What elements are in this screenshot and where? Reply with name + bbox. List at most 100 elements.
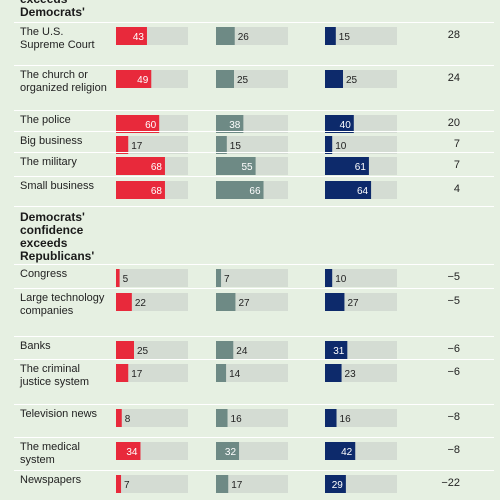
bar-value-label: 66 [249,186,261,197]
bar [325,70,343,88]
bar [116,181,165,199]
row-label: Small business [20,180,94,192]
group-heading: exceeds Democrats' [20,0,85,19]
bar-track [325,409,397,427]
bar-value-label: 16 [231,414,243,425]
bar-value-label: 34 [126,447,138,458]
bar-value-label: 17 [231,480,243,491]
row-label: Congress [20,268,68,280]
bar [325,293,345,311]
bar-value-label: 10 [335,274,347,285]
bar [216,115,244,133]
bar-value-label: 42 [341,447,353,458]
bar [116,475,122,493]
row-separator [14,176,494,177]
bar [325,136,333,154]
bar [216,293,236,311]
bar [216,70,234,88]
bar [325,269,333,287]
bar [116,442,141,460]
bar-value-label: 22 [135,298,147,309]
bar-value-label: 64 [357,186,369,197]
bar-track [325,364,397,382]
bar [325,157,369,175]
bar [325,115,354,133]
bar [116,364,129,382]
row-label: Television news [20,408,98,420]
bar-value-label: 29 [332,480,344,491]
bar [116,269,120,287]
bar [116,70,152,88]
bar-track [116,136,188,154]
bar [116,157,165,175]
bar-value-label: 23 [345,369,357,380]
bar-track [116,475,188,493]
row-separator [14,470,494,471]
bar-value-label: 68 [151,162,163,173]
bar [216,409,228,427]
bar-track [216,341,288,359]
bar-track [216,269,288,287]
bar-track [116,364,188,382]
bar-track [216,475,288,493]
bar [325,27,336,45]
difference-value: −6 [447,366,460,378]
difference-value: −5 [447,295,460,307]
row-label: The church or organized religion [20,69,107,94]
bar-value-label: 31 [333,346,345,357]
bar-value-label: 14 [229,369,241,380]
row-separator [14,131,494,132]
bar-value-label: 17 [131,141,143,152]
bar-value-label: 25 [346,75,358,86]
row-separator [14,152,494,153]
row-label: Big business [20,135,83,147]
bar [325,181,372,199]
bar-value-label: 25 [237,75,249,86]
bar [216,364,227,382]
bar-value-label: 25 [137,346,149,357]
difference-value: 4 [453,183,460,195]
bar-value-label: 27 [238,298,250,309]
bar-value-label: 5 [123,274,129,285]
bar [325,409,337,427]
difference-value: 7 [453,138,460,150]
bar-value-label: 61 [355,162,367,173]
bar [216,157,256,175]
bar [116,136,129,154]
difference-value: −5 [447,271,460,283]
bar-value-label: 8 [125,414,131,425]
bar [325,475,346,493]
bar-track [116,269,188,287]
bar-value-label: 7 [224,274,230,285]
bar-value-label: 15 [230,141,242,152]
bar-value-label: 10 [335,141,347,152]
bar [325,364,342,382]
bar-value-label: 32 [225,447,237,458]
difference-value: 20 [447,117,460,129]
bar-value-label: 55 [241,162,253,173]
bar-track [216,409,288,427]
bar [216,475,229,493]
row-label: Large technology companies [20,292,105,317]
bar-value-label: 43 [133,32,145,43]
difference-value: −6 [447,343,460,355]
row-label: Banks [20,340,51,352]
bar [325,442,356,460]
bar [216,269,222,287]
group-separator [14,206,494,207]
bar-track [325,136,397,154]
bar-track [116,293,188,311]
row-separator [14,65,494,66]
bar [116,293,132,311]
bar [216,136,227,154]
bar-track [216,136,288,154]
row-separator [14,437,494,438]
row-separator [14,264,494,265]
row-label: The military [20,156,77,168]
row-separator [14,404,494,405]
bar-value-label: 60 [145,120,157,131]
bar-value-label: 26 [238,32,250,43]
row-separator [14,288,494,289]
